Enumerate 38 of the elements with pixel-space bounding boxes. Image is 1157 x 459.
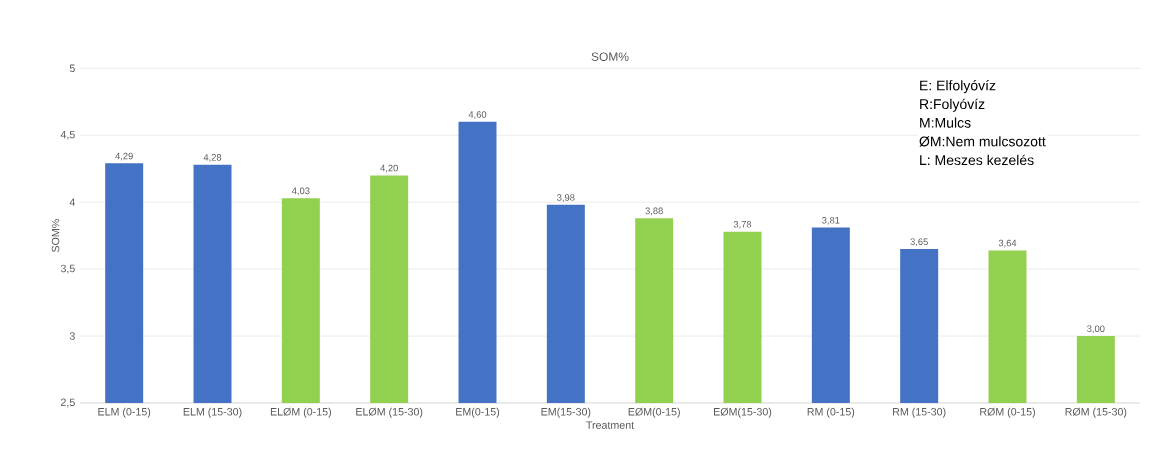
data-label: 3,98 — [557, 194, 575, 202]
y-tick-label: 3,5 — [60, 264, 75, 274]
x-tick-label: ELM (15-30) — [183, 407, 242, 418]
x-tick-label: RM (0-15) — [807, 407, 855, 418]
annotation: M:Mulcs — [920, 117, 971, 128]
data-label: 3,65 — [910, 238, 928, 247]
data-label: 3,78 — [733, 221, 752, 229]
x-tick-label: RØM (0-15) — [980, 407, 1035, 418]
data-label: 4,28 — [203, 154, 222, 162]
data-label: 4,20 — [380, 164, 398, 173]
data-label: 3,88 — [645, 207, 663, 216]
x-tick-label: RM (15-30) — [893, 407, 946, 418]
y-tick-label: 4,5 — [60, 130, 75, 140]
x-tick-label: EM(0-15) — [456, 407, 500, 418]
chart-title: SOM% — [591, 52, 629, 61]
data-label: 3,00 — [1087, 325, 1105, 334]
x-tick-label: ELM (0-15) — [98, 407, 151, 418]
y-tick-label: 4 — [69, 198, 75, 206]
x-tick-label: ELØM (0-15) — [270, 407, 331, 418]
x-tick-label: RØM (15-30) — [1065, 407, 1127, 418]
annotation: ØM:Nem mulcsozott — [919, 136, 1046, 147]
annotation: L: Meszes kezelés — [920, 154, 1034, 166]
y-tick-label: 5 — [69, 64, 75, 73]
data-label: 3,81 — [822, 216, 840, 225]
x-tick-label: EØM(15-30) — [714, 407, 772, 418]
x-axis-title: Treatment — [586, 421, 635, 429]
x-tick-label: ELØM (15-30) — [356, 407, 423, 418]
annotation: R:Folyóvíz — [920, 98, 985, 112]
data-label: 4,03 — [291, 187, 310, 196]
data-label: 4,29 — [115, 152, 133, 161]
y-tick-label: 2,5 — [61, 398, 75, 408]
y-axis-title: SOM% — [51, 219, 60, 253]
data-label: 4,60 — [468, 111, 487, 119]
x-tick-label: EØM(0-15) — [628, 407, 680, 418]
annotation: E: Elfolyóvíz — [920, 79, 996, 94]
x-tick-label: EM(15-30) — [541, 407, 591, 418]
y-tick-label: 3 — [69, 332, 75, 340]
data-label: 3,64 — [998, 239, 1017, 248]
